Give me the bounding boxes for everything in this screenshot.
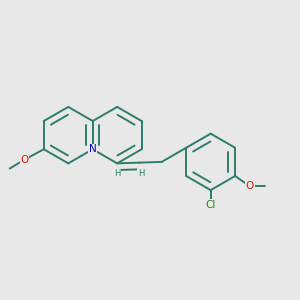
Text: O: O xyxy=(246,182,254,191)
Text: Cl: Cl xyxy=(206,200,216,210)
Text: H: H xyxy=(138,169,144,178)
Text: O: O xyxy=(20,155,28,165)
Text: H: H xyxy=(114,169,120,178)
Text: N: N xyxy=(89,144,97,154)
